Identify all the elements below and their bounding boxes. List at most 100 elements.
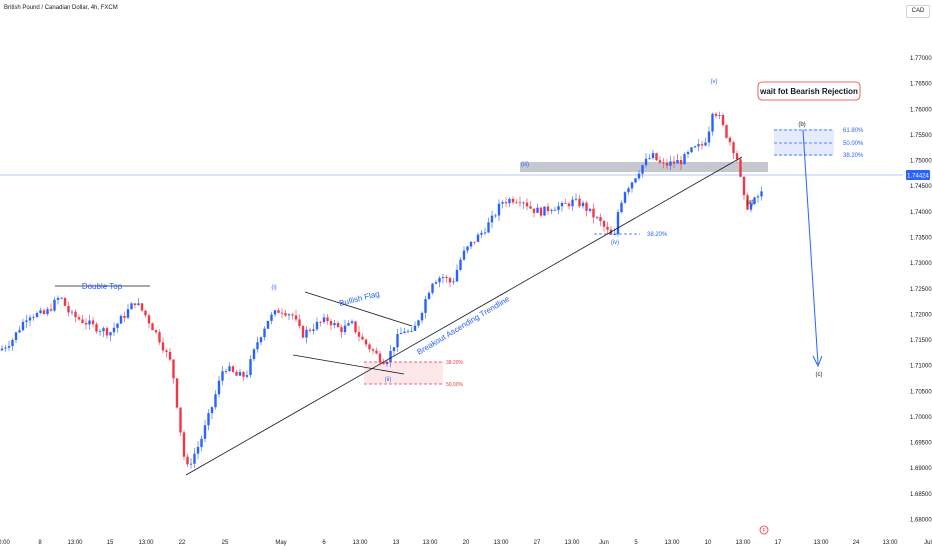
x-tick-label: 15 <box>107 540 114 546</box>
candle-body <box>672 161 676 164</box>
candle-body <box>539 207 543 216</box>
candle-body <box>529 206 532 209</box>
candle-body <box>469 241 473 247</box>
candle-body <box>560 203 564 207</box>
wave-v-label: (v) <box>711 79 718 85</box>
y-tick-label: 1.69500 <box>910 441 932 447</box>
candle-body <box>536 207 539 213</box>
candle-body <box>532 208 536 213</box>
chart-header: British Pound / Canadian Dollar, 4h, FXC… <box>4 5 118 11</box>
candle-body <box>662 162 665 164</box>
y-tick-label: 1.74500 <box>910 184 932 190</box>
candle-body <box>35 312 39 317</box>
y-tick-label: 1.76500 <box>910 82 932 88</box>
candle-body <box>18 330 21 333</box>
candle-body <box>669 161 672 166</box>
x-tick-label: 6 <box>322 540 326 546</box>
currency-button[interactable]: CAD <box>906 5 930 18</box>
projection-line <box>802 129 819 365</box>
candle-body <box>354 321 357 333</box>
candle-body <box>396 334 399 348</box>
candle-body <box>70 311 74 313</box>
flag-lower-line <box>292 354 405 375</box>
candle-body <box>392 347 396 351</box>
candle-body <box>602 221 606 227</box>
candle-body <box>417 320 420 326</box>
candle-body <box>84 322 88 325</box>
y-tick-label: 1.72500 <box>910 287 932 293</box>
x-tick-label: 25 <box>222 540 229 546</box>
candle-body <box>728 137 732 143</box>
candle-body <box>616 212 620 235</box>
candle-body <box>179 407 182 433</box>
candle-body <box>679 160 683 165</box>
candle-body <box>242 372 245 377</box>
candle-body <box>623 192 627 203</box>
candle-body <box>301 326 305 338</box>
candle-body <box>228 366 231 372</box>
candle-body <box>193 453 196 464</box>
candle-body <box>32 316 35 318</box>
flag-upper-line <box>304 291 413 327</box>
candle-body <box>441 277 445 278</box>
candle-body <box>291 314 294 316</box>
candle-body <box>74 311 77 318</box>
candle-body <box>620 202 623 213</box>
current-price-tag <box>906 170 930 180</box>
candle-body <box>385 361 389 364</box>
candle-body <box>7 346 11 348</box>
event-marker-icon[interactable] <box>759 525 769 535</box>
candle-body <box>147 315 151 324</box>
y-tick-label: 1.76000 <box>910 107 932 113</box>
candle-body <box>756 196 760 198</box>
candle-body <box>515 202 518 204</box>
candle-body <box>452 281 455 283</box>
candle-body <box>494 215 497 217</box>
x-tick-label: 0:00 <box>0 540 10 546</box>
x-tick-label: 5 <box>634 540 638 546</box>
breakout-trendline-label: Breakout Ascending Trendline <box>415 294 511 357</box>
candle-body <box>553 210 557 211</box>
candle-body <box>546 206 550 212</box>
x-tick-label: 20 <box>463 540 470 546</box>
candle-body <box>522 202 525 204</box>
wave-i-label: (i) <box>271 285 276 291</box>
candle-body <box>109 332 112 336</box>
candle-body <box>315 321 319 330</box>
candle-body <box>599 217 602 222</box>
candle-body <box>207 413 210 426</box>
candle-body <box>333 323 336 326</box>
candle-body <box>287 314 291 316</box>
candle-body <box>480 232 483 235</box>
candle-body <box>420 312 424 321</box>
candle-body <box>361 336 364 340</box>
candle-body <box>336 323 340 328</box>
candle-body <box>137 303 140 305</box>
x-tick-label: 13:00 <box>67 540 83 546</box>
y-tick-label: 1.73500 <box>910 235 932 241</box>
candle-body <box>186 456 189 465</box>
candle-body <box>697 144 700 147</box>
candle-body <box>130 303 133 310</box>
candle-body <box>11 339 14 347</box>
candle-body <box>683 154 686 165</box>
double-top-label: Double Top <box>82 282 123 291</box>
candle-body <box>658 160 662 163</box>
x-tick-label: 13:00 <box>564 540 580 546</box>
event-marker-label: F <box>762 528 765 534</box>
y-tick-label: 1.75500 <box>910 133 932 139</box>
candle-body <box>641 165 644 174</box>
x-tick-label: 8 <box>38 540 42 546</box>
candle-body <box>403 331 406 334</box>
candle-body <box>742 176 746 196</box>
candle-body <box>739 159 742 177</box>
fib-ii-382-label: 38.20% <box>446 360 464 366</box>
candle-body <box>95 324 98 332</box>
candle-body <box>4 347 7 349</box>
y-tick-label: 1.68000 <box>910 517 932 523</box>
candle-body <box>648 158 651 159</box>
candle-body <box>686 152 690 155</box>
x-tick-label: 24 <box>853 540 860 546</box>
candle-body <box>266 320 270 329</box>
